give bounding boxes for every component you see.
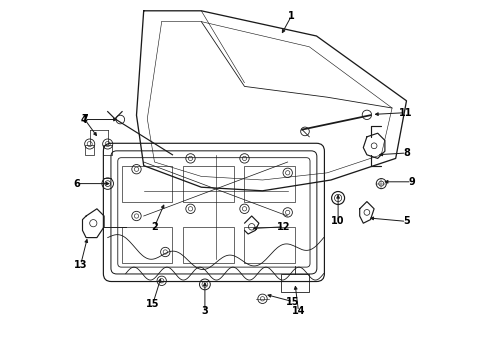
Text: 14: 14 bbox=[291, 306, 305, 316]
Text: 2: 2 bbox=[151, 222, 158, 232]
Bar bbox=[85, 145, 94, 155]
Bar bbox=[244, 166, 294, 202]
Bar bbox=[103, 145, 112, 155]
Text: 12: 12 bbox=[277, 222, 290, 232]
Text: 1: 1 bbox=[287, 11, 294, 21]
Text: 4: 4 bbox=[81, 114, 87, 125]
Text: 15: 15 bbox=[286, 297, 299, 307]
Text: 5: 5 bbox=[402, 216, 409, 226]
Bar bbox=[122, 227, 172, 263]
Text: 6: 6 bbox=[74, 179, 81, 189]
Text: 15: 15 bbox=[145, 299, 159, 309]
Text: 13: 13 bbox=[74, 260, 87, 270]
Bar bbox=[183, 166, 233, 202]
Text: 11: 11 bbox=[398, 108, 411, 118]
Text: 3: 3 bbox=[201, 306, 208, 316]
Text: 7: 7 bbox=[81, 114, 87, 124]
Text: 8: 8 bbox=[402, 148, 409, 158]
Bar bbox=[280, 274, 309, 292]
Bar bbox=[122, 166, 172, 202]
Bar bbox=[244, 227, 294, 263]
Text: 10: 10 bbox=[331, 216, 344, 226]
Text: 9: 9 bbox=[407, 177, 414, 187]
Bar bbox=[183, 227, 233, 263]
